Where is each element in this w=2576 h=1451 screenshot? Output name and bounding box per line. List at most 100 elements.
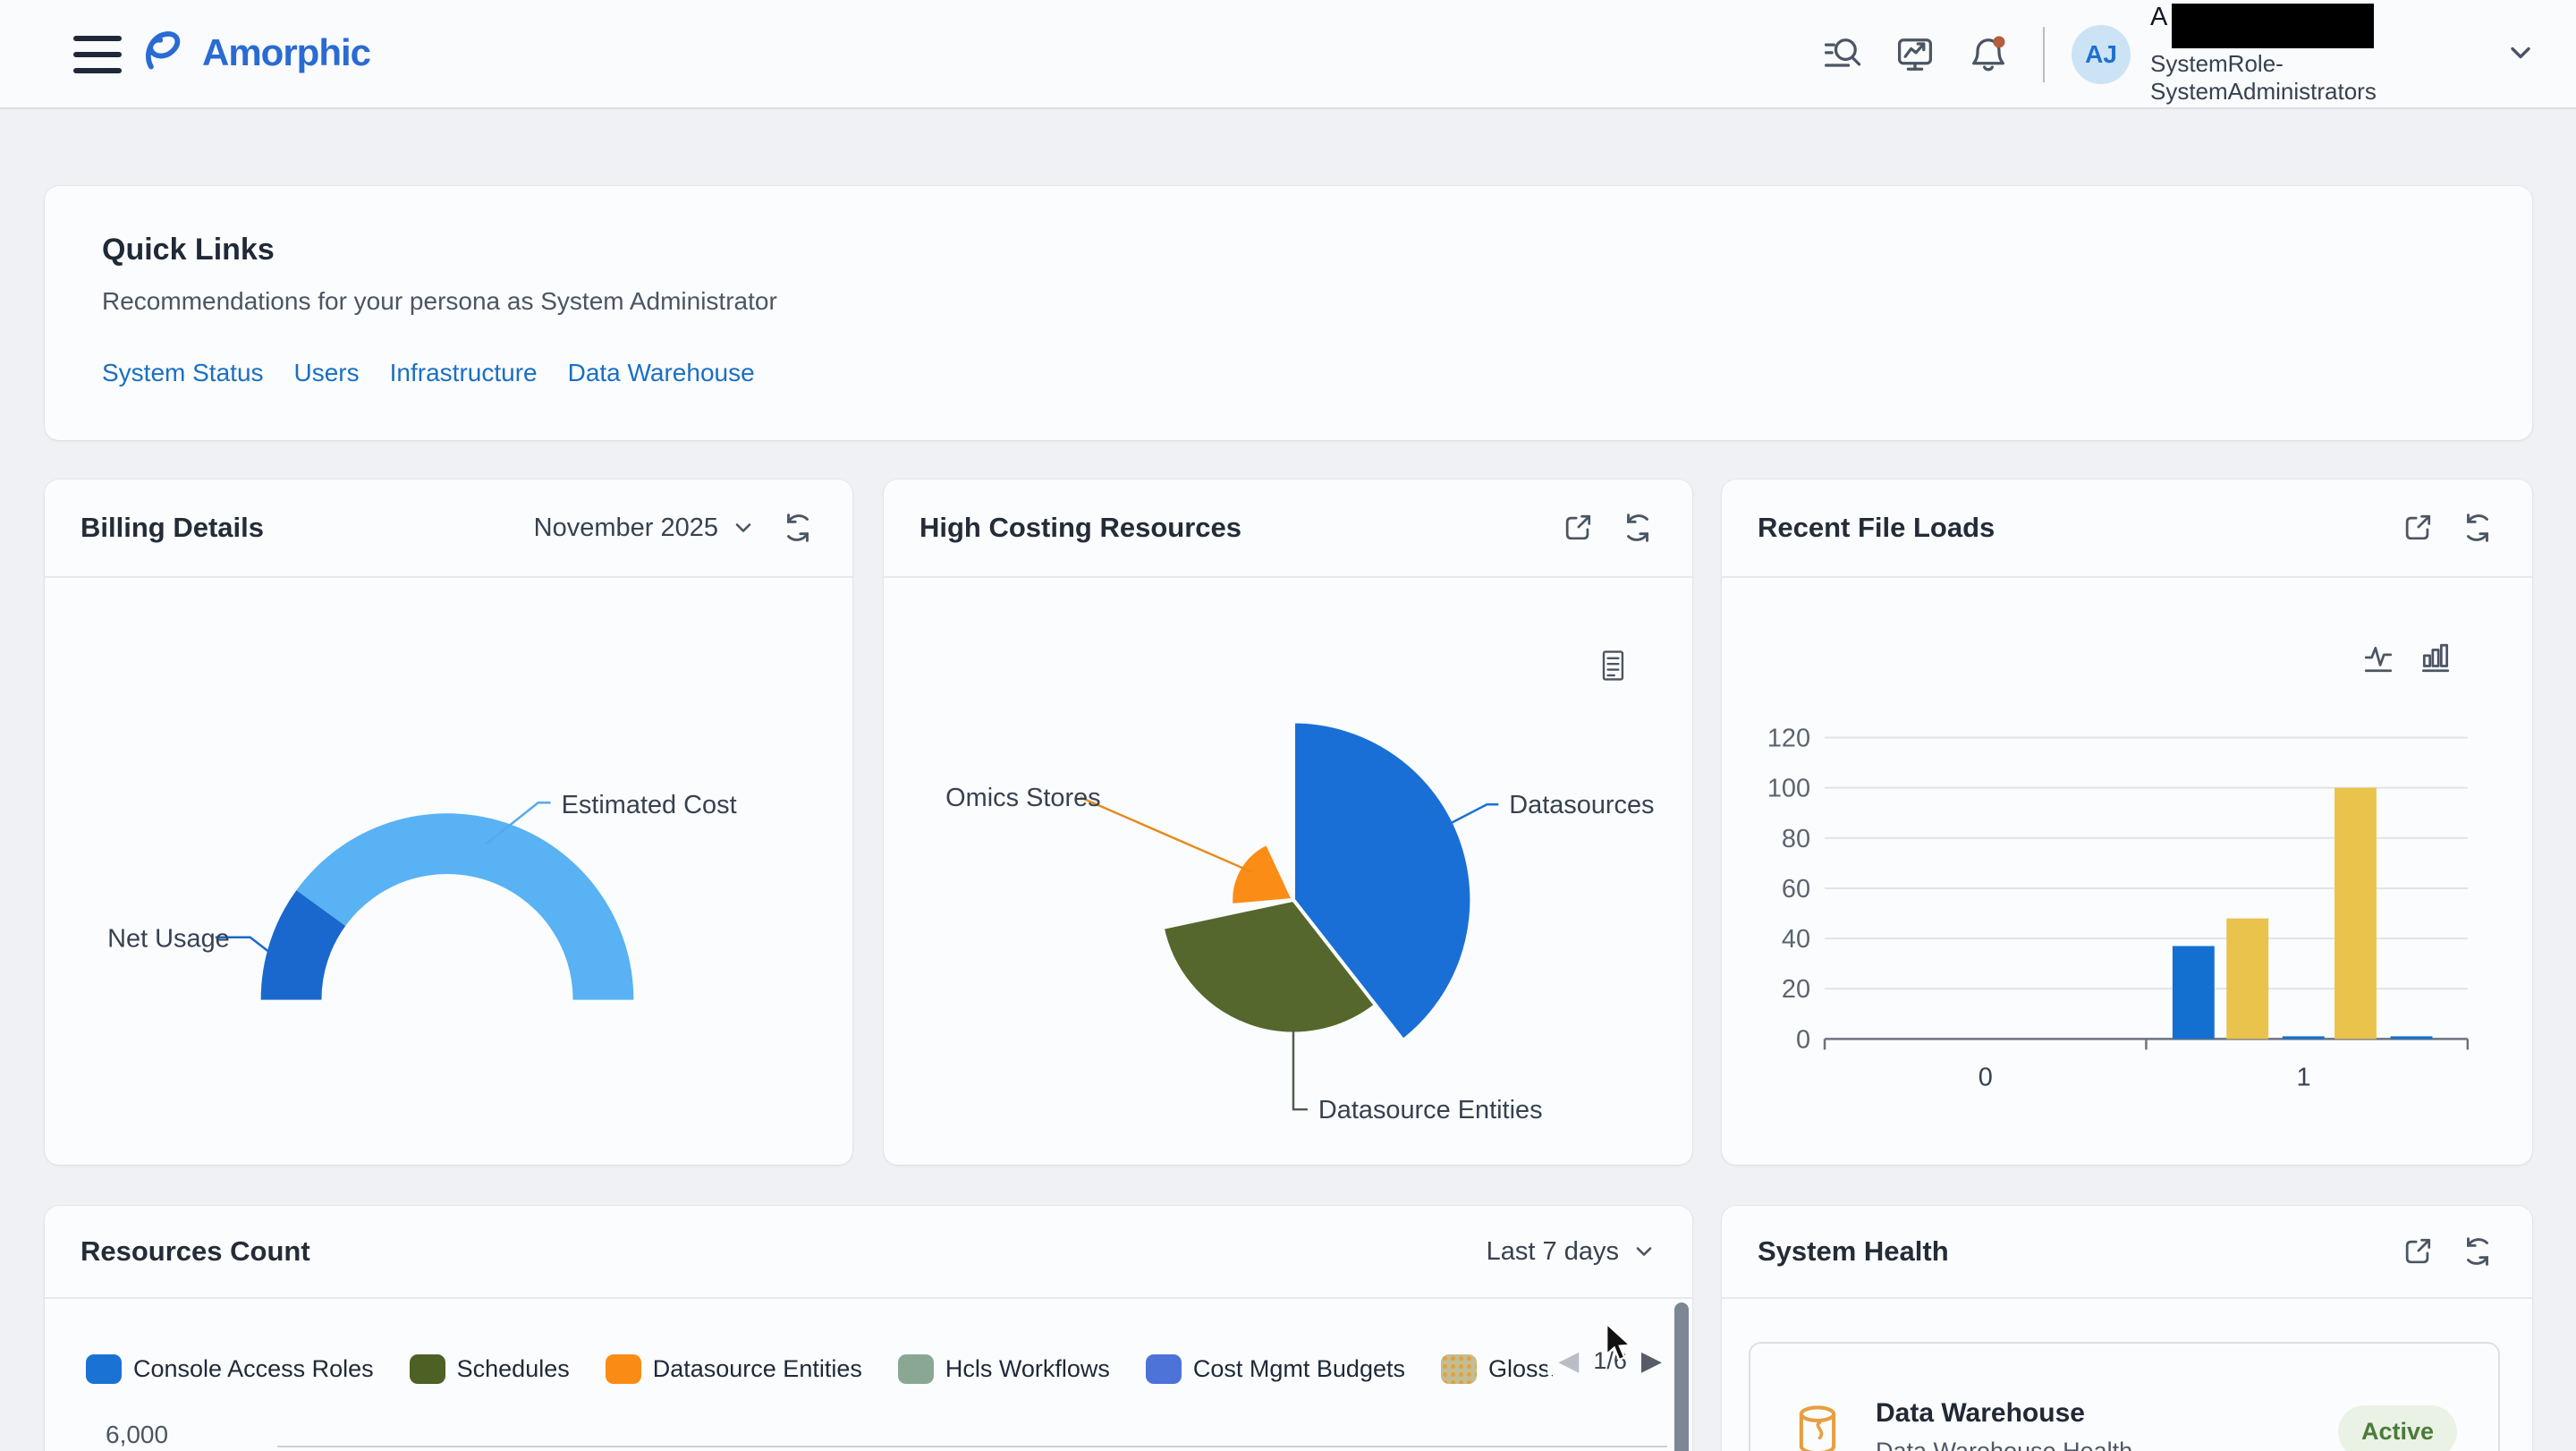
legend-item[interactable]: Glossaries — [1441, 1354, 1553, 1384]
legend-swatch — [1146, 1354, 1182, 1384]
user-menu-chevron-down-icon[interactable] — [2504, 37, 2537, 73]
estimated-cost-label: Estimated Cost — [562, 791, 737, 819]
data-warehouse-icon — [1792, 1403, 1843, 1451]
link-data-warehouse[interactable]: Data Warehouse — [568, 359, 755, 387]
health-item-texts: Data Warehouse Data Warehouse Health — [1876, 1398, 2132, 1451]
hamburger-menu-icon[interactable] — [73, 36, 122, 73]
recent-file-loads-header: Recent File Loads — [1722, 479, 2532, 578]
avatar[interactable]: AJ — [2072, 25, 2131, 84]
recent-file-loads-refresh-icon[interactable] — [2459, 509, 2496, 547]
svg-text:0: 0 — [1796, 1025, 1810, 1054]
high-costing-body: Omics Stores Datasources Datasource Enti… — [884, 580, 1692, 1165]
quick-links-title: Quick Links — [102, 233, 2475, 267]
legend-swatch — [410, 1354, 445, 1384]
system-health-header: System Health — [1722, 1206, 2532, 1299]
legend-swatch — [606, 1354, 641, 1384]
omics-stores-connector — [1080, 797, 1252, 872]
legend-swatch — [86, 1354, 122, 1384]
resources-count-header: Resources Count Last 7 days — [45, 1206, 1692, 1299]
legend-label: Datasource Entities — [653, 1355, 862, 1383]
bar — [2173, 946, 2215, 1039]
billing-month-dropdown[interactable]: November 2025 — [534, 513, 756, 543]
high-costing-title: High Costing Resources — [919, 512, 1241, 544]
bar — [2391, 1036, 2433, 1039]
legend-label: Cost Mgmt Budgets — [1193, 1355, 1405, 1383]
bar — [2226, 919, 2268, 1039]
billing-gauge-body: Estimated Cost Net Usage — [45, 580, 852, 1165]
bar — [2283, 1036, 2325, 1039]
notifications-bell-icon[interactable] — [1966, 32, 2011, 77]
notification-dot-badge — [1993, 36, 2004, 47]
health-item-data-warehouse[interactable]: Data Warehouse Data Warehouse Health Act… — [1749, 1342, 2500, 1451]
recent-file-loads-body: 02040608010012001 — [1722, 580, 2532, 1165]
legend-item[interactable]: Schedules — [410, 1354, 570, 1384]
billing-details-header: Billing Details November 2025 — [45, 479, 852, 578]
high-costing-refresh-icon[interactable] — [1619, 509, 1657, 547]
legend-prev-icon[interactable]: ◀ — [1558, 1348, 1579, 1375]
chevron-down-icon — [731, 515, 756, 540]
analytics-monitor-icon[interactable] — [1893, 32, 1937, 77]
recent-file-loads-open-external-icon[interactable] — [2400, 510, 2436, 546]
recent-file-loads-title: Recent File Loads — [1758, 512, 1995, 544]
link-infrastructure[interactable]: Infrastructure — [390, 359, 538, 387]
system-health-refresh-icon[interactable] — [2459, 1233, 2496, 1270]
chevron-down-icon — [1631, 1239, 1657, 1264]
link-users[interactable]: Users — [294, 359, 360, 387]
system-health-card: System Health — [1722, 1206, 2532, 1451]
legend-item[interactable]: Console Access Roles — [86, 1354, 374, 1384]
legend-item[interactable]: Hcls Workflows — [898, 1354, 1110, 1384]
mouse-cursor — [1601, 1322, 1639, 1368]
svg-text:1: 1 — [2297, 1063, 2311, 1091]
legend-item[interactable]: Datasource Entities — [606, 1354, 862, 1384]
amorphic-logo-icon — [140, 25, 195, 81]
system-health-title: System Health — [1758, 1235, 1949, 1268]
link-system-status[interactable]: System Status — [102, 359, 264, 387]
quick-links-row: System Status Users Infrastructure Data … — [102, 359, 2475, 387]
high-costing-open-external-icon[interactable] — [1560, 510, 1596, 546]
legend-label: Console Access Roles — [133, 1355, 374, 1383]
resources-count-card: Resources Count Last 7 days Console Acce… — [45, 1206, 1692, 1451]
amorphic-logo-text: Amorphic — [202, 31, 370, 74]
datasource-entities-connector — [1293, 1030, 1308, 1109]
resources-top-gridline — [277, 1446, 1667, 1447]
health-item-description: Data Warehouse Health — [1876, 1438, 2132, 1451]
quick-links-card: Quick Links Recommendations for your per… — [45, 186, 2532, 440]
high-costing-resources-card: High Costing Resources — [884, 479, 1692, 1165]
global-search-icon[interactable] — [1819, 32, 1864, 77]
svg-text:60: 60 — [1782, 875, 1810, 904]
resources-count-title: Resources Count — [80, 1235, 310, 1268]
high-costing-pie-chart: Omics Stores Datasources Datasource Enti… — [884, 580, 1692, 1165]
legend-item[interactable]: Cost Mgmt Budgets — [1146, 1354, 1405, 1384]
resources-scrollbar-thumb[interactable] — [1674, 1303, 1689, 1451]
quick-links-subtitle: Recommendations for your persona as Syst… — [102, 287, 2475, 316]
user-role-line1: SystemRole- — [2150, 50, 2445, 78]
resources-ytick-label: 6,000 — [106, 1421, 168, 1449]
high-costing-header: High Costing Resources — [884, 479, 1692, 578]
billing-gauge-chart: Estimated Cost Net Usage — [45, 580, 852, 1165]
dashboard-screen: Amorphic — [0, 0, 2576, 1451]
recent-file-loads-bar-chart: 02040608010012001 — [1722, 580, 2532, 1165]
legend-swatch — [898, 1354, 934, 1384]
user-role-line2: SystemAdministrators — [2150, 78, 2445, 106]
legend-next-icon[interactable]: ▶ — [1641, 1348, 1662, 1375]
billing-refresh-icon[interactable] — [779, 509, 817, 547]
navbar-right-cluster: AJ A SystemRole- SystemAdministrators — [1819, 0, 2537, 109]
user-name: A — [2150, 4, 2445, 50]
svg-text:100: 100 — [1767, 775, 1810, 803]
resources-count-legend: Console Access Roles Schedules Datasource … — [86, 1342, 1553, 1396]
datasources-label: Datasources — [1509, 791, 1654, 819]
system-health-open-external-icon[interactable] — [2400, 1234, 2436, 1269]
omics-stores-label: Omics Stores — [945, 784, 1100, 812]
top-navbar: Amorphic — [0, 0, 2576, 109]
resources-range-dropdown[interactable]: Last 7 days — [1487, 1237, 1657, 1267]
gauge-segment — [296, 813, 633, 999]
legend-label: Glossaries — [1488, 1355, 1553, 1383]
svg-text:80: 80 — [1782, 825, 1810, 853]
user-info-block: A SystemRole- SystemAdministrators — [2150, 4, 2445, 106]
bar — [2334, 788, 2377, 1039]
amorphic-logo[interactable]: Amorphic — [140, 25, 370, 81]
svg-text:120: 120 — [1767, 724, 1810, 752]
recent-file-loads-card: Recent File Loads — [1722, 479, 2532, 1165]
user-name-redaction — [2172, 4, 2374, 48]
legend-label: Schedules — [457, 1355, 570, 1383]
